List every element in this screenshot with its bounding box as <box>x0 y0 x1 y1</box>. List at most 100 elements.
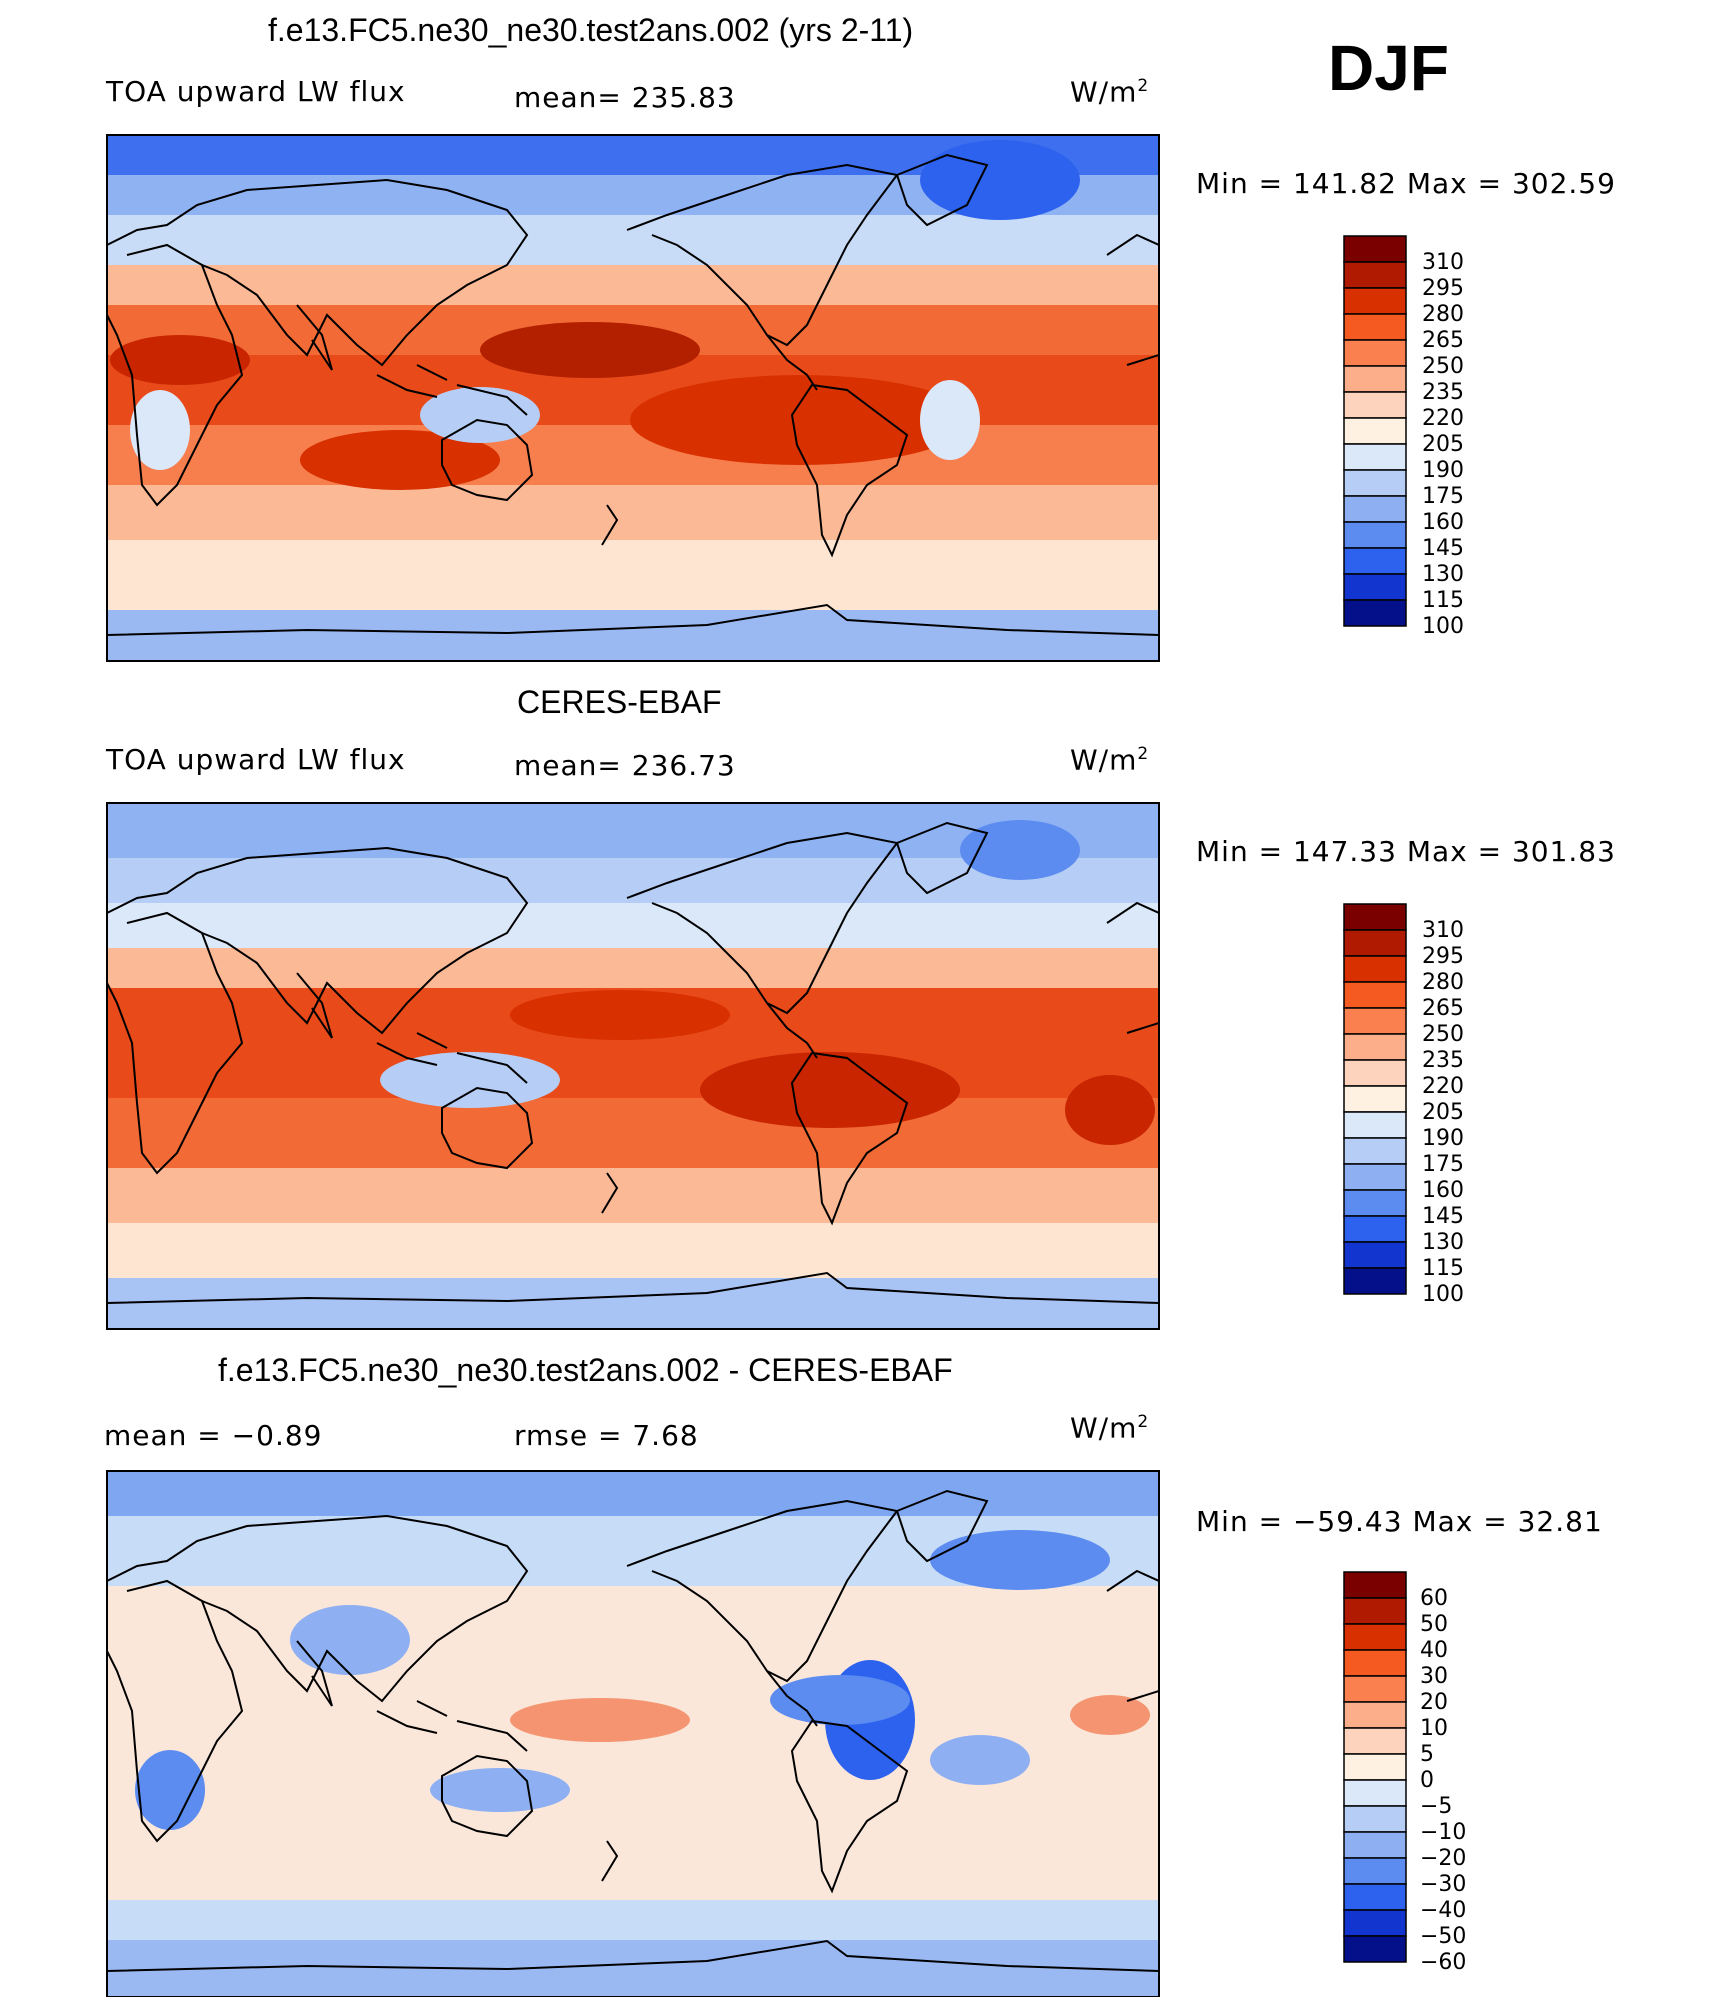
colorbar-tick-label: 130 <box>1422 1230 1464 1255</box>
panel2-units: W/m2 <box>1070 743 1150 777</box>
colorbar-tick-label: −5 <box>1420 1794 1453 1819</box>
panel3-rmse-label: rmse = 7.68 <box>514 1419 699 1452</box>
colorbar-tick-label: 0 <box>1420 1768 1434 1793</box>
colorbar-tick-label: 160 <box>1422 1178 1464 1203</box>
colorbar-swatch <box>1343 365 1407 393</box>
colorbar-tick-label: 250 <box>1422 354 1464 379</box>
colorbar-tick-label: 280 <box>1422 302 1464 327</box>
colorbar-swatch <box>1343 903 1407 931</box>
colorbar-swatch <box>1343 929 1407 957</box>
panel3-map-frame <box>106 1470 1160 1997</box>
colorbar-swatch <box>1343 261 1407 289</box>
colorbar-swatch <box>1343 1935 1407 1963</box>
panel3-units: W/m2 <box>1070 1411 1150 1445</box>
colorbar-tick-label: 220 <box>1422 1074 1464 1099</box>
colorbar-tick-label: 220 <box>1422 406 1464 431</box>
colorbar-swatch <box>1343 521 1407 549</box>
colorbar-swatch <box>1343 1909 1407 1937</box>
panel2-title: CERES-EBAF <box>517 684 722 720</box>
colorbar-swatch <box>1343 1649 1407 1677</box>
colorbar-tick-label: 295 <box>1422 944 1464 969</box>
colorbar-swatch <box>1343 1571 1407 1599</box>
colorbar-tick-label: 30 <box>1420 1664 1448 1689</box>
panel1-variable-label: TOA upward LW flux <box>106 75 406 108</box>
colorbar-swatch <box>1343 1857 1407 1885</box>
colorbar-swatch <box>1343 1189 1407 1217</box>
colorbar-tick-label: 130 <box>1422 562 1464 587</box>
colorbar-swatch <box>1343 1701 1407 1729</box>
colorbar-swatch <box>1343 1085 1407 1113</box>
season-label: DJF <box>1328 32 1449 104</box>
colorbar-swatch <box>1343 391 1407 419</box>
colorbar-tick-label: −10 <box>1420 1820 1467 1845</box>
colorbar-swatch <box>1343 287 1407 315</box>
colorbar-swatch <box>1343 469 1407 497</box>
panel3-minmax: Min = −59.43 Max = 32.81 <box>1196 1505 1603 1538</box>
colorbar-swatch <box>1343 1241 1407 1269</box>
colorbar-tick-label: −50 <box>1420 1924 1467 1949</box>
colorbar-tick-label: 145 <box>1422 1204 1464 1229</box>
colorbar-tick-label: 115 <box>1422 1256 1464 1281</box>
colorbar-tick-label: 50 <box>1420 1612 1448 1637</box>
colorbar-tick-label: 60 <box>1420 1586 1448 1611</box>
colorbar-swatch <box>1343 417 1407 445</box>
colorbar-swatch <box>1343 1597 1407 1625</box>
colorbar-tick-label: 235 <box>1422 1048 1464 1073</box>
panel2-map-frame <box>106 802 1160 1330</box>
colorbar-tick-label: 190 <box>1422 458 1464 483</box>
panel2-mean-label: mean= 236.73 <box>514 749 736 782</box>
colorbar-tick-label: 20 <box>1420 1690 1448 1715</box>
colorbar-tick-label: 265 <box>1422 996 1464 1021</box>
panel3-title: f.e13.FC5.ne30_ne30.test2ans.002 - CERES… <box>218 1352 953 1388</box>
colorbar-swatch <box>1343 1267 1407 1295</box>
colorbar-swatch <box>1343 573 1407 601</box>
colorbar-tick-label: 205 <box>1422 432 1464 457</box>
panel1-map-frame <box>106 134 1160 662</box>
colorbar-tick-label: 310 <box>1422 918 1464 943</box>
colorbar-swatch <box>1343 1623 1407 1651</box>
colorbar-tick-label: 175 <box>1422 1152 1464 1177</box>
colorbar-tick-label: 265 <box>1422 328 1464 353</box>
colorbar-swatch <box>1343 1007 1407 1035</box>
panel3-colorbar <box>1343 1571 1407 1963</box>
colorbar-tick-label: −20 <box>1420 1846 1467 1871</box>
colorbar-tick-label: −60 <box>1420 1950 1467 1975</box>
panel1-title: f.e13.FC5.ne30_ne30.test2ans.002 (yrs 2-… <box>268 12 914 48</box>
colorbar-tick-label: 100 <box>1422 1282 1464 1307</box>
colorbar-swatch <box>1343 495 1407 523</box>
colorbar-swatch <box>1343 235 1407 263</box>
colorbar-swatch <box>1343 1137 1407 1165</box>
colorbar-tick-label: 250 <box>1422 1022 1464 1047</box>
colorbar-tick-label: 280 <box>1422 970 1464 995</box>
colorbar-swatch <box>1343 981 1407 1009</box>
colorbar-swatch <box>1343 1215 1407 1243</box>
panel3-map <box>107 1471 1159 1997</box>
panel2-variable-label: TOA upward LW flux <box>106 743 406 776</box>
colorbar-swatch <box>1343 1111 1407 1139</box>
colorbar-swatch <box>1343 1033 1407 1061</box>
colorbar-tick-label: 100 <box>1422 614 1464 639</box>
colorbar-tick-label: 10 <box>1420 1716 1448 1741</box>
panel2-map <box>107 803 1159 1329</box>
colorbar-swatch <box>1343 599 1407 627</box>
panel3-mean-label: mean = −0.89 <box>104 1419 323 1452</box>
colorbar-swatch <box>1343 1831 1407 1859</box>
colorbar-swatch <box>1343 1675 1407 1703</box>
panel1-units: W/m2 <box>1070 75 1150 109</box>
colorbar-swatch <box>1343 1163 1407 1191</box>
colorbar-swatch <box>1343 547 1407 575</box>
colorbar-tick-label: 5 <box>1420 1742 1434 1767</box>
colorbar-swatch <box>1343 1779 1407 1807</box>
panel1-colorbar <box>1343 235 1407 627</box>
colorbar-swatch <box>1343 1753 1407 1781</box>
colorbar-tick-label: 310 <box>1422 250 1464 275</box>
colorbar-tick-label: −40 <box>1420 1898 1467 1923</box>
colorbar-swatch <box>1343 339 1407 367</box>
colorbar-tick-label: 175 <box>1422 484 1464 509</box>
colorbar-swatch <box>1343 955 1407 983</box>
colorbar-tick-label: −30 <box>1420 1872 1467 1897</box>
colorbar-tick-label: 295 <box>1422 276 1464 301</box>
panel1-minmax: Min = 141.82 Max = 302.59 <box>1196 167 1616 200</box>
colorbar-tick-label: 235 <box>1422 380 1464 405</box>
